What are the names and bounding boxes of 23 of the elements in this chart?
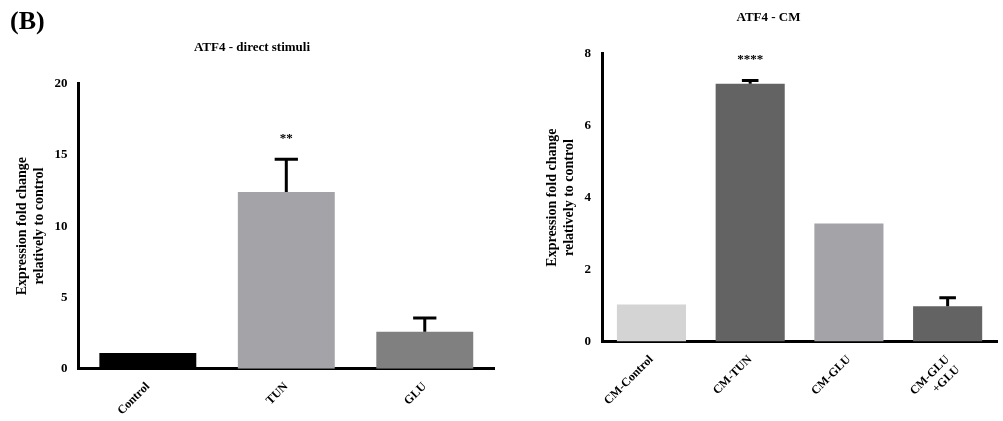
bar	[237, 191, 335, 369]
y-axis-title: Expression fold change relatively to control	[544, 128, 576, 267]
chart-title: ATF4 - CM	[736, 9, 801, 25]
bar	[814, 223, 884, 342]
y-tick-label: 15	[54, 146, 69, 162]
y-tick-label: 6	[584, 116, 592, 132]
y-tick-label: 2	[584, 260, 592, 276]
bar	[616, 304, 687, 342]
y-tick-label: 10	[54, 217, 68, 233]
y-tick-label: 4	[584, 188, 592, 204]
y-tick-label: 0	[61, 360, 68, 376]
bar	[715, 83, 785, 342]
y-tick-label: 5	[61, 288, 69, 304]
bar	[913, 306, 983, 342]
y-axis-title: Expression fold change relatively to control	[14, 157, 46, 296]
annotation: **	[279, 130, 293, 146]
text: (B)	[10, 6, 45, 36]
y-tick-label: 0	[584, 332, 592, 348]
chart-title: ATF4 - direct stimuli	[193, 39, 311, 55]
y-tick-label: 20	[54, 74, 68, 90]
y-tick-label: 8	[584, 44, 592, 60]
annotation: ****	[737, 51, 764, 67]
bar	[376, 331, 474, 369]
